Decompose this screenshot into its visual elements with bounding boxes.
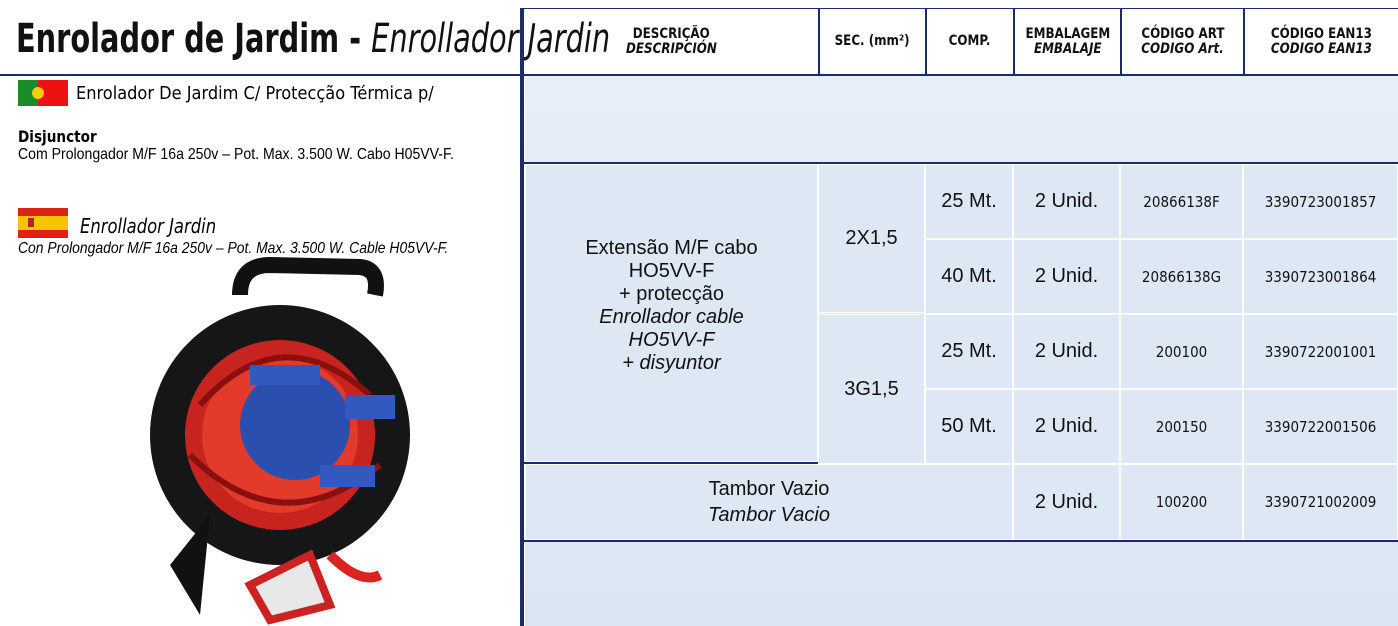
description-es: Enrollador cable xyxy=(599,306,744,328)
header-pt: CÓDIGO ART xyxy=(1140,25,1225,42)
column-header: SEC. (mm²) xyxy=(818,9,925,74)
pack: 2 Unid. xyxy=(1034,265,1099,287)
pack-cell: 2 Unid. xyxy=(1013,314,1120,389)
description-es: + disyuntor xyxy=(622,352,721,374)
drum-pt: Tambor Vazio xyxy=(708,478,830,500)
header-es: CODIGO EAN13 xyxy=(1270,40,1373,57)
drum-description: Tambor Vazio Tambor Vacio xyxy=(525,464,1013,540)
code: 20866138G xyxy=(1141,267,1222,286)
length: 25 Mt. xyxy=(941,190,997,212)
pack-cell: 2 Unid. xyxy=(1013,239,1120,314)
code: 200100 xyxy=(1155,342,1208,361)
top-rule xyxy=(524,8,1398,9)
description-pt: Extensão M/F cabo xyxy=(585,237,758,259)
header-es: DESCRIPCIÓN xyxy=(626,40,717,57)
product-name-pt: Enrolador De Jardim C/ Protecção Térmica… xyxy=(76,83,434,104)
header-rule xyxy=(0,74,1398,76)
pack: 2 Unid. xyxy=(1034,415,1099,437)
product-name-es: Enrollador Jardin xyxy=(80,214,217,238)
length: 25 Mt. xyxy=(941,340,997,362)
ean-cell: 3390722001506 xyxy=(1243,389,1398,464)
header-es: EMBALAJE xyxy=(1033,40,1102,57)
code: 20866138F xyxy=(1143,192,1220,211)
column-header: EMBALAGEM EMBALAJE xyxy=(1013,9,1120,74)
length-cell: 25 Mt. xyxy=(925,314,1013,389)
pack-cell: 2 Unid. xyxy=(1013,164,1120,239)
ean-cell: 3390723001857 xyxy=(1243,164,1398,239)
code-cell: 100200 xyxy=(1120,464,1243,540)
header-es: CODIGO Art. xyxy=(1141,40,1224,57)
description-es: HO5VV-F xyxy=(628,329,715,351)
length-cell: 50 Mt. xyxy=(925,389,1013,464)
section-cell: 3G1,5 xyxy=(818,314,925,464)
length-cell: 40 Mt. xyxy=(925,239,1013,314)
ean: 3390723001864 xyxy=(1264,267,1377,286)
column-header: DESCRIÇÃO DESCRIPCIÓN xyxy=(525,9,818,74)
length: 40 Mt. xyxy=(941,265,997,287)
title-pt: Enrolador de Jardim - xyxy=(16,16,362,62)
ean: 3390721002009 xyxy=(1264,493,1377,511)
section-rule xyxy=(524,162,1398,164)
pack: 2 Unid. xyxy=(1034,490,1099,513)
ean-cell: 3390722001001 xyxy=(1243,314,1398,389)
ean: 3390722001001 xyxy=(1264,342,1377,361)
ean-cell: 3390723001864 xyxy=(1243,239,1398,314)
section: 2X1,5 xyxy=(845,227,898,249)
title-es: Enrollador Jardin xyxy=(371,16,611,62)
ean: 3390723001857 xyxy=(1264,192,1377,211)
product-desc-pt: Com Prolongador M/F 16a 250v – Pot. Max.… xyxy=(18,146,454,163)
length-cell: 25 Mt. xyxy=(925,164,1013,239)
code-cell: 200150 xyxy=(1120,389,1243,464)
product-image xyxy=(150,256,410,625)
column-header: CÓDIGO EAN13 CODIGO EAN13 xyxy=(1243,9,1398,74)
length: 50 Mt. xyxy=(941,415,997,437)
ean: 3390722001506 xyxy=(1264,417,1377,436)
pack: 2 Unid. xyxy=(1034,190,1099,212)
product-name-pt-cont: Disjunctor xyxy=(18,127,97,146)
code-cell: 200100 xyxy=(1120,314,1243,389)
flag-pt xyxy=(18,80,68,106)
header-pt: CÓDIGO EAN13 xyxy=(1270,25,1373,42)
code-cell: 20866138G xyxy=(1120,239,1243,314)
pack-cell: 2 Unid. xyxy=(1013,389,1120,464)
product-desc-es: Con Prolongador M/F 16a 250v – Pot. Max.… xyxy=(18,240,449,257)
section-cell: 2X1,5 xyxy=(818,164,925,313)
code: 200150 xyxy=(1155,417,1208,436)
page-title: Enrolador de Jardim - Enrollador Jardin xyxy=(16,16,610,62)
pack: 2 Unid. xyxy=(1034,340,1099,362)
pack-cell: 2 Unid. xyxy=(1013,464,1120,540)
code: 100200 xyxy=(1155,493,1208,511)
header-pt: SEC. (mm²) xyxy=(835,33,910,49)
column-header: CÓDIGO ART CODIGO Art. xyxy=(1120,9,1243,74)
header-pt: DESCRIÇÃO xyxy=(633,25,710,42)
column-header: COMP. xyxy=(925,9,1013,74)
section: 3G1,5 xyxy=(844,377,899,400)
ean-cell: 3390721002009 xyxy=(1243,464,1398,540)
header-pt: COMP. xyxy=(949,33,991,49)
code-cell: 20866138F xyxy=(1120,164,1243,239)
flag-es xyxy=(18,208,68,238)
description-pt: HO5VV-F xyxy=(628,260,715,282)
panel-divider xyxy=(520,8,524,626)
section-rule xyxy=(524,540,1398,542)
header-pt: EMBALAGEM xyxy=(1025,25,1110,42)
description-cell: Extensão M/F cabo HO5VV-F + protecção Enrol… xyxy=(525,164,818,462)
drum-es: Tambor Vacio xyxy=(708,504,830,526)
description-pt: + protecção xyxy=(618,283,725,305)
